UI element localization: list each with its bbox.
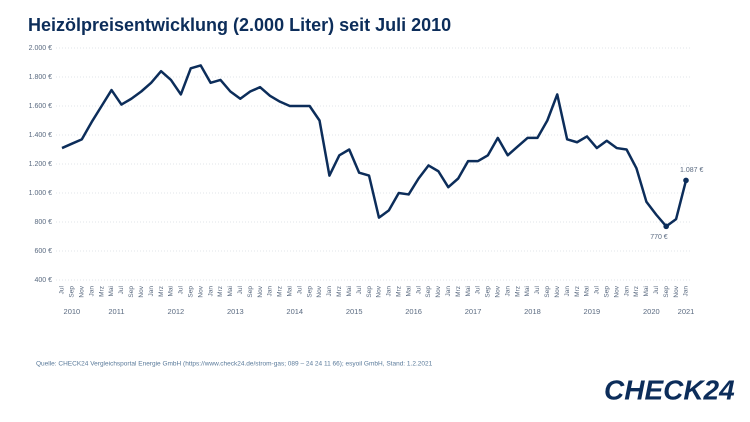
y-tick-label: 400 €: [34, 277, 52, 284]
x-tick-label: Jul: [534, 285, 541, 294]
x-tick-label: Mrz: [395, 286, 402, 297]
year-label: 2016: [405, 307, 422, 316]
data-line: [61, 64, 688, 228]
x-tick-label: Jul: [653, 285, 660, 294]
x-tick-label: Mrz: [158, 286, 165, 297]
x-tick-label: Sep: [485, 286, 492, 298]
y-tick-label: 1.200 €: [29, 161, 52, 168]
x-tick-label: Nov: [79, 285, 86, 297]
x-tick-label: Jul: [594, 285, 601, 294]
year-label: 2018: [524, 307, 541, 316]
x-tick-label: Mai: [168, 286, 175, 296]
x-tick-label: Sep: [69, 286, 76, 298]
year-label: 2020: [643, 307, 660, 316]
year-label: 2017: [465, 307, 482, 316]
x-tick-label: Jan: [623, 286, 630, 297]
x-tick-label: Nov: [197, 285, 204, 297]
x-tick-label: Jul: [475, 285, 482, 294]
x-tick-label: Nov: [613, 285, 620, 297]
x-tick-label: Nov: [316, 285, 323, 297]
y-tick-label: 1.400 €: [29, 132, 52, 139]
x-tick-label: Nov: [435, 285, 442, 297]
year-label: 2010: [64, 307, 81, 316]
x-tick-label: Jan: [148, 286, 155, 297]
x-tick-label: Mrz: [633, 286, 640, 297]
point: [663, 223, 669, 230]
x-tick-label: Jan: [445, 286, 452, 297]
point: [683, 177, 689, 184]
y-tick-label: 2.000 €: [29, 45, 52, 52]
x-tick-label: Jul: [59, 285, 66, 294]
annotation: 1.087 €: [680, 167, 703, 174]
x-tick-label: Jul: [178, 285, 185, 294]
x-tick-label: Mrz: [336, 286, 343, 297]
year-label: 2019: [584, 307, 601, 316]
y-tick-label: 1.600 €: [29, 103, 52, 110]
y-tick-label: 1.800 €: [29, 74, 52, 81]
x-tick-label: Jan: [88, 286, 95, 297]
x-tick-label: Jul: [356, 285, 363, 294]
x-tick-label: Mrz: [98, 286, 105, 297]
x-tick-label: Mai: [108, 286, 115, 296]
x-tick-label: Mai: [524, 286, 531, 296]
x-tick-label: Jul: [296, 285, 303, 294]
x-tick-label: Jan: [564, 286, 571, 297]
x-tick-label: Mai: [465, 286, 472, 296]
x-tick-label: Sep: [425, 286, 432, 298]
x-tick-label: Jul: [118, 285, 125, 294]
x-tick-label: Sep: [663, 286, 670, 298]
x-tick-label: Mai: [346, 286, 353, 296]
x-tick-label: Sep: [306, 286, 313, 298]
logo: CHECK24: [604, 374, 735, 405]
x-tick-label: Nov: [376, 285, 383, 297]
x-tick-label: Jan: [207, 286, 214, 297]
x-tick-label: Sep: [544, 286, 551, 298]
x-tick-label: Mai: [287, 286, 294, 296]
year-label: 2012: [168, 307, 185, 316]
x-tick-label: Sep: [366, 286, 373, 298]
year-label: 2013: [227, 307, 244, 316]
y-tick-label: 600 €: [34, 248, 52, 255]
x-tick-label: Sep: [128, 286, 135, 298]
x-tick-label: Jan: [386, 286, 393, 297]
x-tick-label: Jan: [504, 286, 511, 297]
x-tick-label: Nov: [495, 285, 502, 297]
x-tick-label: Nov: [673, 285, 680, 297]
year-label: 2014: [286, 307, 303, 316]
x-tick-label: Nov: [257, 285, 264, 297]
x-tick-label: Sep: [187, 286, 194, 298]
x-tick-label: Mai: [584, 286, 591, 296]
year-label: 2015: [346, 307, 363, 316]
y-tick-label: 800 €: [34, 219, 52, 226]
y-tick-label: 1.000 €: [29, 190, 52, 197]
x-tick-label: Sep: [247, 286, 254, 298]
x-tick-label: Mrz: [574, 286, 581, 297]
chart-title: Heizölpreisentwicklung (2.000 Liter) sei…: [28, 15, 451, 35]
x-tick-label: Jul: [415, 285, 422, 294]
annotation: 770 €: [650, 234, 668, 241]
year-label: 2021: [678, 307, 695, 316]
x-tick-label: Sep: [603, 286, 610, 298]
x-tick-label: Jan: [267, 286, 274, 297]
x-tick-label: Nov: [554, 285, 561, 297]
x-tick-label: Mrz: [514, 286, 521, 297]
x-tick-label: Jan: [326, 286, 333, 297]
x-tick-label: Mrz: [277, 286, 284, 297]
x-tick-label: Mrz: [217, 286, 224, 297]
x-tick-label: Mrz: [455, 286, 462, 297]
year-label: 2011: [108, 307, 124, 316]
x-tick-label: Nov: [138, 285, 145, 297]
source-note: Quelle: CHECK24 Vergleichsportal Energie…: [36, 361, 433, 368]
x-tick-label: Jul: [237, 285, 244, 294]
x-tick-label: Mai: [643, 286, 650, 296]
x-tick-label: Mai: [405, 286, 412, 296]
x-tick-label: Jan: [683, 286, 690, 297]
x-tick-label: Mai: [227, 286, 234, 296]
